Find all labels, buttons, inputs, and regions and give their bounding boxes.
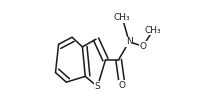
- Text: CH₃: CH₃: [114, 13, 130, 22]
- Text: O: O: [139, 42, 146, 51]
- Text: O: O: [119, 81, 126, 90]
- Text: CH₃: CH₃: [145, 26, 162, 35]
- Text: S: S: [94, 82, 100, 91]
- Text: N: N: [126, 37, 133, 46]
